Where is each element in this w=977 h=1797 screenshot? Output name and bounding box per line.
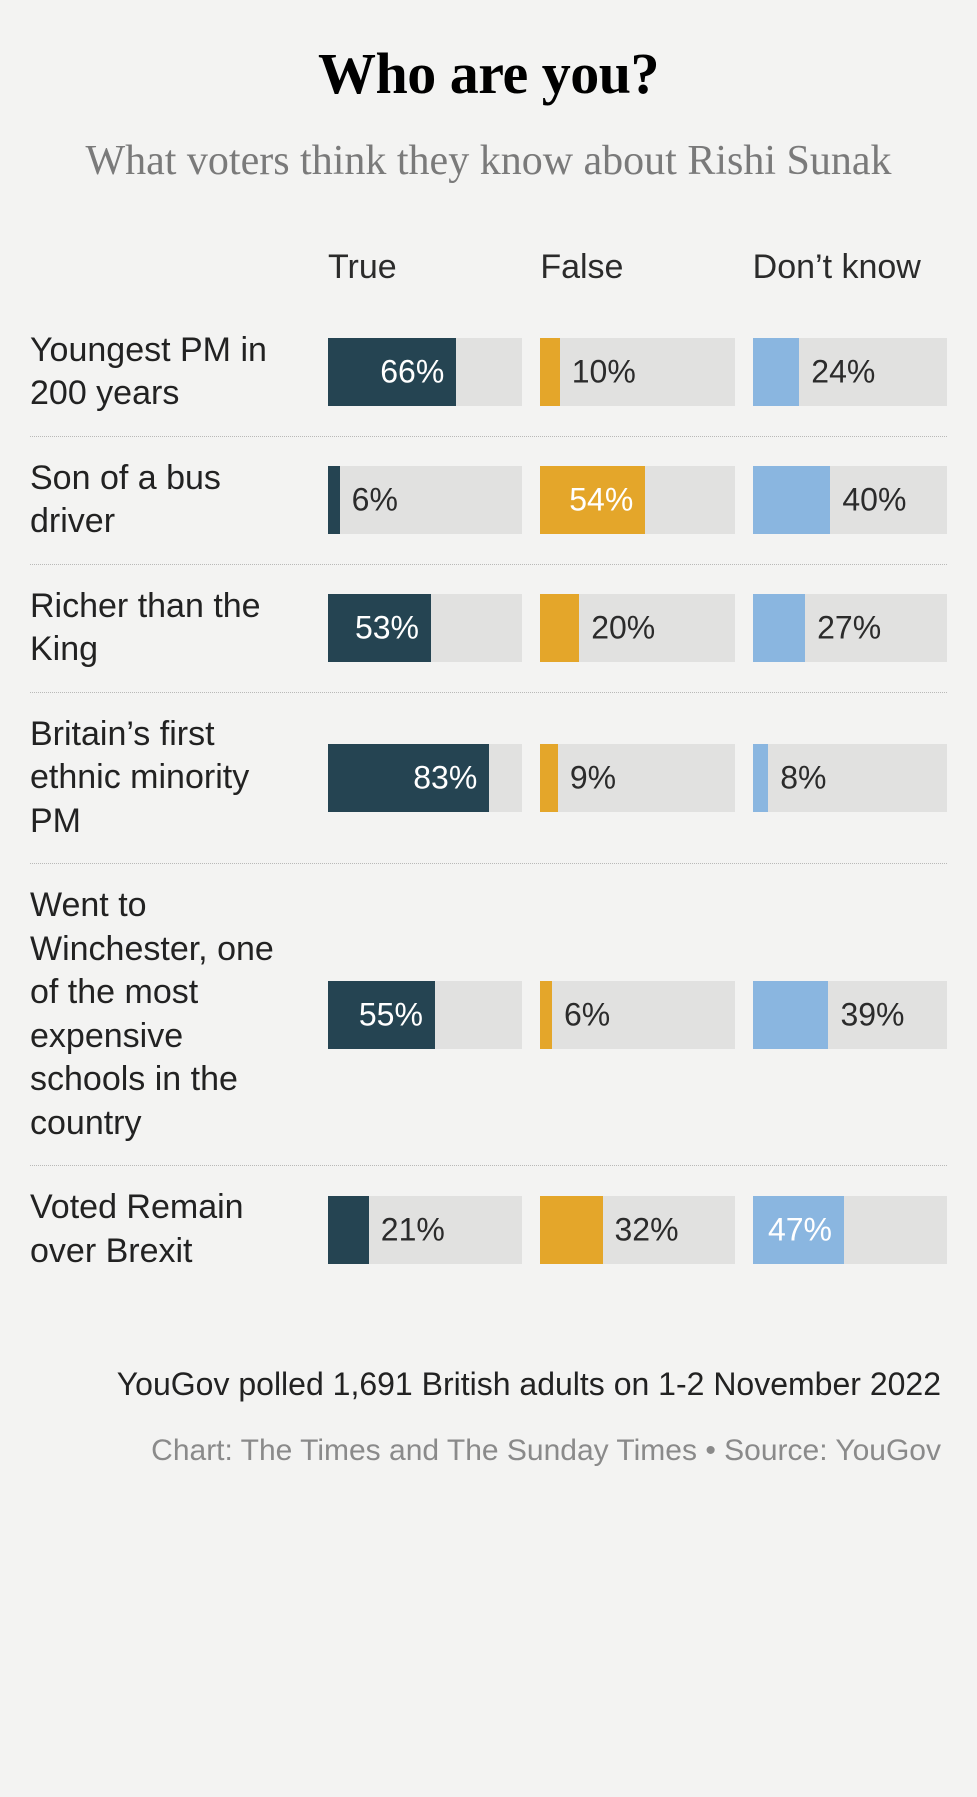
bar-value: 32% [615, 1211, 679, 1248]
bar-value: 24% [811, 354, 875, 391]
bar-value: 27% [817, 610, 881, 647]
bar-dont_know: 8% [753, 744, 947, 812]
bar-fill [753, 466, 831, 534]
bar-true: 55% [328, 981, 522, 1049]
bar-dont_know: 39% [753, 981, 947, 1049]
bar-true: 66% [328, 338, 522, 406]
bar-fill [753, 338, 800, 406]
bar-fill [540, 594, 579, 662]
bar-value: 83% [413, 759, 477, 796]
row-label: Voted Remain over Brexit [30, 1166, 310, 1293]
bar-value: 53% [355, 610, 419, 647]
bar-false: 6% [540, 981, 734, 1049]
bar-false: 9% [540, 744, 734, 812]
bar-dont_know: 27% [753, 594, 947, 662]
chart-credit: Chart: The Times and The Sunday Times • … [30, 1431, 947, 1472]
bar-false: 10% [540, 338, 734, 406]
bar-false: 32% [540, 1196, 734, 1264]
bar-false: 20% [540, 594, 734, 662]
bar-fill [540, 744, 557, 812]
bar-value: 10% [572, 354, 636, 391]
chart-footnote: YouGov polled 1,691 British adults on 1-… [30, 1363, 947, 1406]
bar-dont_know: 40% [753, 466, 947, 534]
bar-false: 54% [540, 466, 734, 534]
bar-true: 6% [328, 466, 522, 534]
bar-value: 47% [768, 1211, 832, 1248]
bar-fill [540, 338, 559, 406]
chart-subtitle: What voters think they know about Rishi … [30, 135, 947, 188]
bar-fill [540, 981, 552, 1049]
row-label: Youngest PM in 200 years [30, 309, 310, 436]
bar-value: 20% [591, 610, 655, 647]
bar-value: 6% [352, 482, 398, 519]
row-label: Britain’s first ethnic minority PM [30, 693, 310, 864]
bar-value: 21% [381, 1211, 445, 1248]
bar-value: 6% [564, 996, 610, 1033]
bar-value: 8% [780, 759, 826, 796]
bar-fill [328, 466, 340, 534]
row-label: Richer than the King [30, 565, 310, 692]
bar-fill [328, 1196, 369, 1264]
bar-true: 83% [328, 744, 522, 812]
bar-value: 54% [569, 482, 633, 519]
bar-value: 39% [840, 996, 904, 1033]
bar-true: 53% [328, 594, 522, 662]
bar-value: 66% [380, 354, 444, 391]
bar-value: 55% [359, 996, 423, 1033]
bar-fill [753, 744, 769, 812]
bar-value: 9% [570, 759, 616, 796]
bar-fill [540, 1196, 602, 1264]
chart-title: Who are you? [30, 40, 947, 107]
bar-value: 40% [842, 482, 906, 519]
bar-dont_know: 47% [753, 1196, 947, 1264]
row-label: Went to Winchester, one of the most expe… [30, 864, 310, 1165]
bar-fill [753, 594, 805, 662]
column-header-false: False [540, 248, 734, 309]
bar-dont_know: 24% [753, 338, 947, 406]
column-header-dont-know: Don’t know [753, 248, 947, 309]
column-header-true: True [328, 248, 522, 309]
chart-grid: True False Don’t know Youngest PM in 200… [30, 248, 947, 1294]
bar-fill [753, 981, 829, 1049]
row-label: Son of a bus driver [30, 437, 310, 564]
bar-true: 21% [328, 1196, 522, 1264]
